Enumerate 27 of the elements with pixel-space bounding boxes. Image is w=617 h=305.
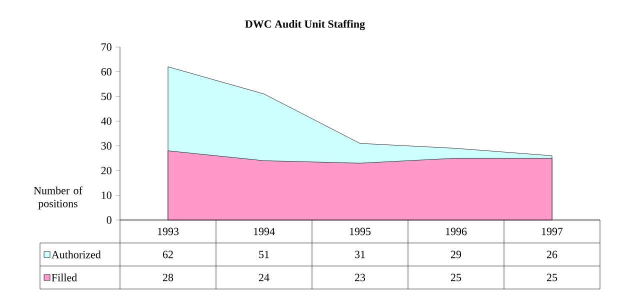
y-axis-title: Number of positions: [34, 186, 82, 210]
data-label: 29: [450, 250, 462, 258]
y-tick-label: 40: [101, 117, 112, 125]
data-label: 25: [546, 274, 558, 282]
y-tick-label: 70: [102, 43, 112, 51]
x-tick-label: 1994: [254, 228, 275, 236]
y-tick-label: 50: [102, 92, 112, 100]
y-tick-label: 30: [101, 142, 112, 150]
y-tick-label: 0: [106, 216, 112, 224]
data-label: 51: [259, 250, 269, 258]
x-tick-label: 1996: [446, 228, 467, 236]
x-tick-label: 1997: [542, 228, 563, 236]
data-label: 62: [162, 250, 173, 258]
data-label: 28: [162, 274, 174, 282]
x-tick-label: 1995: [350, 228, 371, 236]
data-label: 24: [258, 274, 270, 282]
legend-label: Filled: [52, 274, 77, 282]
x-tick-label: 1993: [158, 228, 179, 236]
data-label: 31: [355, 250, 365, 258]
data-label: 23: [354, 274, 366, 282]
y-tick-label: 60: [101, 68, 112, 76]
chart-title: DWC Audit Unit Staffing: [245, 20, 365, 30]
data-label: 25: [450, 274, 462, 282]
y-tick-label: 20: [101, 166, 112, 174]
data-label: 26: [546, 250, 558, 258]
legend-label: Authorized: [52, 250, 101, 258]
y-tick-label: 10: [102, 192, 112, 199]
